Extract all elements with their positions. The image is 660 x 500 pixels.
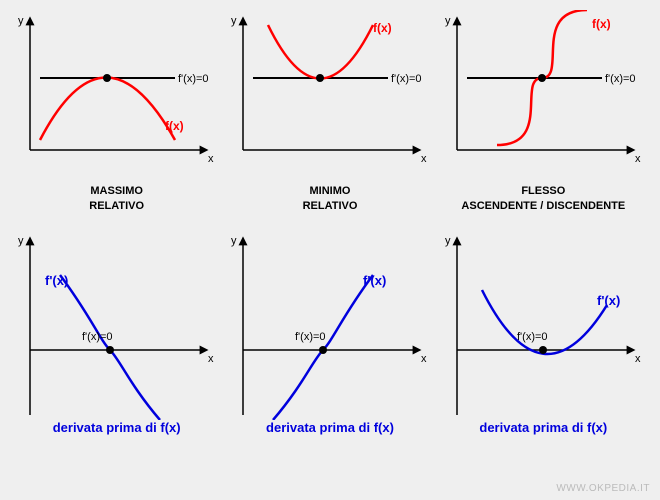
panel-massimo: x y f'(x)=0 f(x) MASSIMO RELATIVO	[10, 10, 223, 230]
svg-text:x: x	[635, 153, 641, 165]
panel-deriv-massimo: x y f'(x) f'(x)=0 derivata prima di f(x)	[10, 230, 223, 480]
panel-deriv-flesso: x y f'(x) f'(x)=0 derivata prima di f(x)	[437, 230, 650, 480]
svg-text:y: y	[18, 235, 24, 247]
panel-deriv-minimo: x y f'(x) f'(x)=0 derivata prima di f(x)	[223, 230, 436, 480]
svg-text:f'(x): f'(x)	[363, 273, 386, 288]
fx-label: f(x)	[165, 119, 184, 133]
plot-deriv-flesso: x y f'(x) f'(x)=0	[437, 230, 647, 420]
title-flesso: FLESSO ASCENDENTE / DISCENDENTE	[437, 184, 650, 215]
deriv-label-2: derivata prima di f(x)	[223, 420, 436, 435]
svg-text:f(x): f(x)	[373, 21, 392, 35]
fprime-label: f'(x)	[45, 273, 68, 288]
svg-text:y: y	[445, 235, 451, 247]
fprime0-label: f'(x)=0	[178, 73, 209, 85]
svg-text:f(x): f(x)	[592, 17, 611, 31]
svg-text:y: y	[445, 15, 451, 27]
deriv-label-3: derivata prima di f(x)	[437, 420, 650, 435]
x-label: x	[208, 153, 214, 165]
panel-flesso: x y f'(x)=0 f(x) FLESSO ASCENDENTE / DIS…	[437, 10, 650, 230]
svg-text:f'(x)=0: f'(x)=0	[391, 73, 422, 85]
plot-deriv-massimo: x y f'(x) f'(x)=0	[10, 230, 220, 420]
svg-text:x: x	[421, 353, 427, 365]
plot-minimo: x y f'(x)=0 f(x)	[223, 10, 433, 180]
plot-massimo: x y f'(x)=0 f(x)	[10, 10, 220, 180]
svg-text:f'(x)=0: f'(x)=0	[82, 331, 113, 343]
title-massimo: MASSIMO RELATIVO	[10, 184, 223, 215]
svg-text:x: x	[635, 353, 641, 365]
plot-flesso: x y f'(x)=0 f(x)	[437, 10, 647, 180]
svg-text:y: y	[231, 15, 237, 27]
svg-text:f'(x)=0: f'(x)=0	[295, 331, 326, 343]
svg-text:x: x	[421, 153, 427, 165]
svg-text:f'(x): f'(x)	[597, 293, 620, 308]
plot-deriv-minimo: x y f'(x) f'(x)=0	[223, 230, 433, 420]
watermark: WWW.OKPEDIA.IT	[556, 483, 650, 494]
svg-text:x: x	[208, 353, 214, 365]
svg-text:f'(x)=0: f'(x)=0	[517, 331, 548, 343]
y-label: y	[18, 15, 24, 27]
deriv-label-1: derivata prima di f(x)	[10, 420, 223, 435]
svg-text:f'(x)=0: f'(x)=0	[605, 73, 636, 85]
panel-minimo: x y f'(x)=0 f(x) MINIMO RELATIVO	[223, 10, 436, 230]
svg-text:y: y	[231, 235, 237, 247]
title-minimo: MINIMO RELATIVO	[223, 184, 436, 215]
